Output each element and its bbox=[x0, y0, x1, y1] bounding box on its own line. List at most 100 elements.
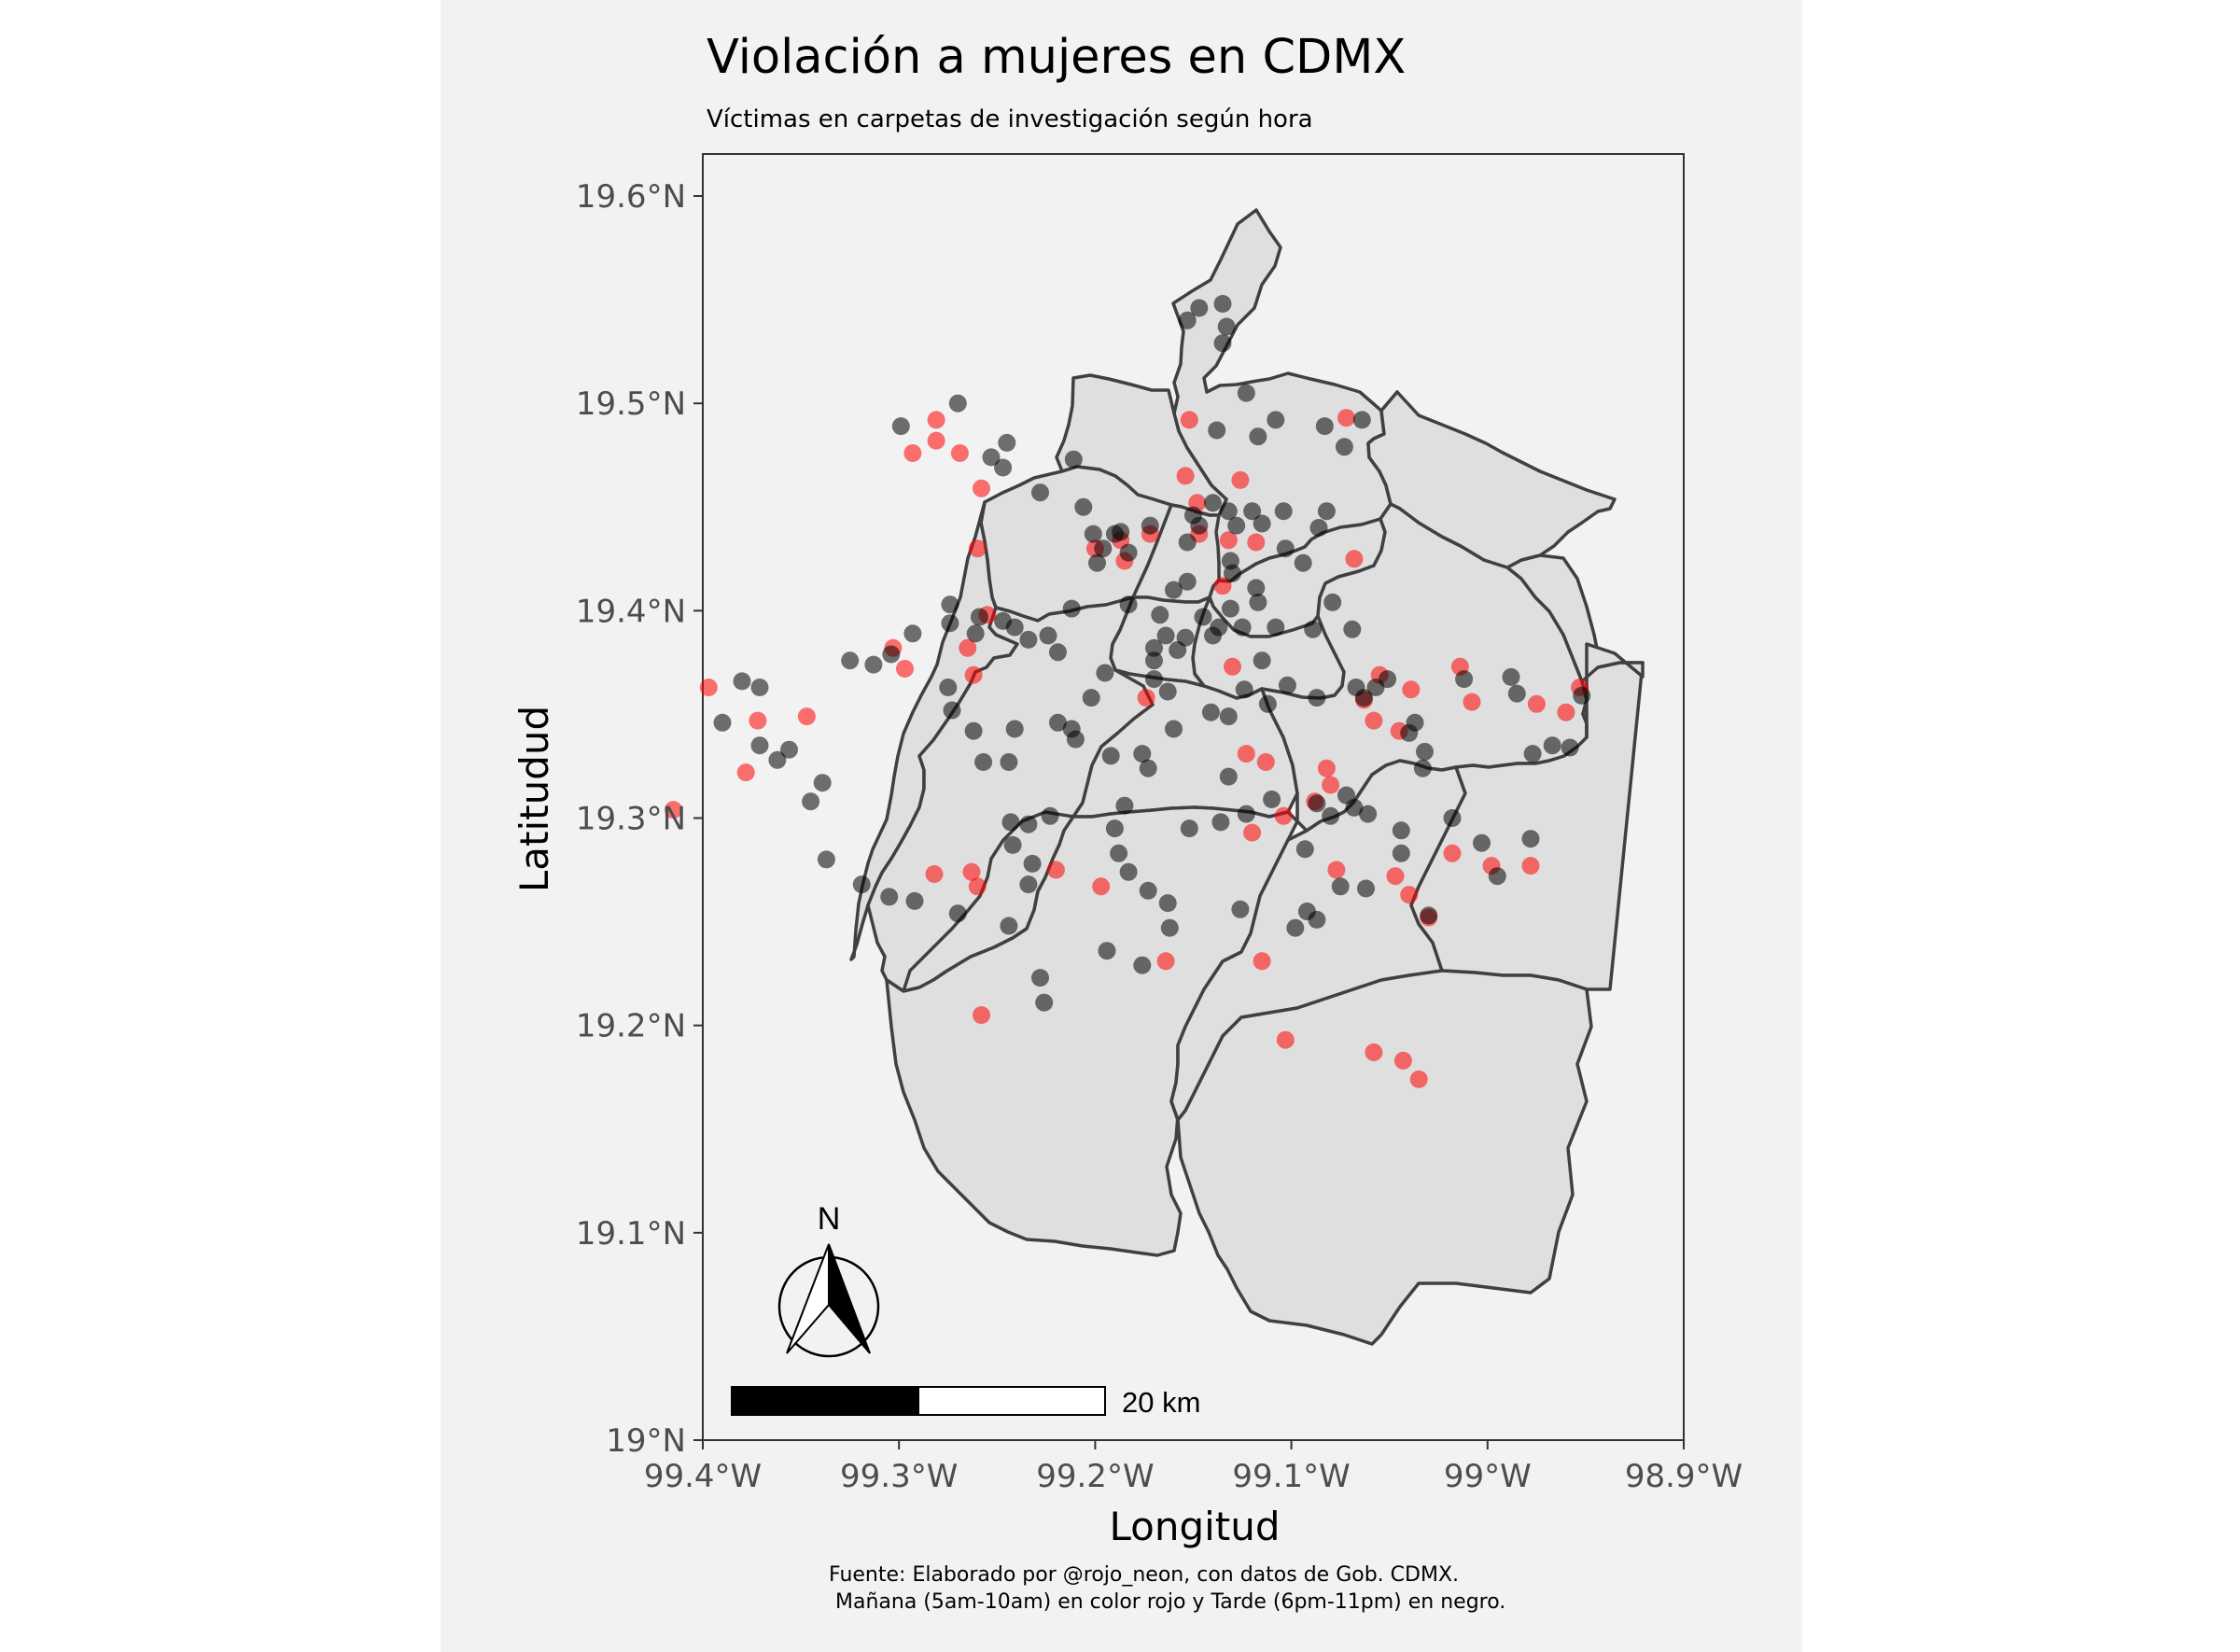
evening-incident-point bbox=[1023, 854, 1042, 873]
y-axis-title: Latitudud bbox=[511, 706, 557, 892]
evening-incident-point bbox=[1169, 641, 1187, 659]
evening-incident-point bbox=[1062, 599, 1081, 618]
evening-incident-point bbox=[1253, 514, 1271, 533]
incident-points bbox=[665, 295, 1591, 1088]
evening-incident-point bbox=[1178, 572, 1197, 591]
evening-incident-point bbox=[802, 792, 820, 811]
evening-incident-point bbox=[733, 672, 751, 691]
evening-incident-point bbox=[1208, 421, 1226, 440]
evening-incident-point bbox=[817, 850, 835, 869]
evening-incident-point bbox=[1443, 809, 1462, 827]
evening-incident-point bbox=[948, 904, 967, 923]
evening-incident-point bbox=[1031, 969, 1049, 987]
morning-incident-point bbox=[1237, 745, 1255, 763]
evening-incident-point bbox=[1139, 759, 1157, 777]
evening-incident-point bbox=[1190, 299, 1209, 317]
evening-incident-point bbox=[750, 736, 769, 755]
evening-incident-point bbox=[1151, 606, 1169, 624]
evening-incident-point bbox=[1096, 664, 1114, 682]
evening-incident-point bbox=[1001, 813, 1020, 832]
morning-incident-point bbox=[736, 763, 755, 782]
evening-incident-point bbox=[939, 679, 958, 696]
y-tick-label: 19.1°N bbox=[576, 1215, 686, 1253]
borough-cdmx-outline-east bbox=[1366, 390, 1617, 569]
morning-incident-point bbox=[1180, 411, 1198, 429]
morning-incident-point bbox=[665, 801, 682, 819]
morning-incident-point bbox=[1400, 886, 1419, 904]
evening-incident-point bbox=[1213, 334, 1232, 353]
morning-incident-point bbox=[1557, 703, 1575, 721]
morning-incident-point bbox=[1253, 952, 1271, 971]
evening-incident-point bbox=[1219, 707, 1238, 726]
borough-milpa-alta bbox=[1176, 969, 1593, 1346]
y-tick-label: 19.3°N bbox=[576, 801, 686, 838]
evening-incident-point bbox=[1227, 516, 1246, 535]
evening-incident-point bbox=[1274, 502, 1293, 521]
evening-incident-point bbox=[1308, 794, 1326, 813]
evening-incident-point bbox=[1119, 862, 1138, 881]
evening-incident-point bbox=[1294, 553, 1312, 572]
evening-incident-point bbox=[966, 624, 985, 643]
evening-incident-point bbox=[1165, 581, 1183, 599]
evening-incident-point bbox=[1133, 745, 1152, 763]
evening-incident-point bbox=[1119, 595, 1138, 614]
y-tick-label: 19.4°N bbox=[576, 593, 686, 630]
evening-incident-point bbox=[891, 417, 910, 436]
evening-incident-point bbox=[1308, 910, 1326, 929]
morning-incident-point bbox=[964, 665, 983, 684]
evening-incident-point bbox=[1354, 689, 1373, 707]
evening-incident-point bbox=[1062, 720, 1081, 738]
evening-incident-point bbox=[1322, 806, 1340, 825]
morning-incident-point bbox=[973, 1006, 990, 1025]
chart-subtitle: Víctimas en carpetas de investigación se… bbox=[707, 105, 1313, 133]
evening-incident-point bbox=[1366, 679, 1385, 696]
morning-incident-point bbox=[1386, 867, 1405, 886]
evening-incident-point bbox=[1488, 867, 1506, 886]
evening-incident-point bbox=[1005, 720, 1024, 738]
borough-iztapalapa-east bbox=[1580, 642, 1645, 739]
evening-incident-point bbox=[941, 614, 959, 633]
chart-title: Violación a mujeres en CDMX bbox=[707, 30, 1406, 85]
morning-incident-point bbox=[925, 865, 944, 883]
evening-incident-point bbox=[1304, 620, 1323, 638]
caption-line-1: Fuente: Elaborado por @rojo_neon, con da… bbox=[829, 1563, 1459, 1587]
evening-incident-point bbox=[1278, 676, 1296, 694]
morning-incident-point bbox=[1274, 806, 1293, 825]
evening-incident-point bbox=[1343, 620, 1362, 638]
evening-incident-point bbox=[1231, 900, 1250, 918]
evening-incident-point bbox=[1286, 918, 1305, 937]
evening-incident-point bbox=[1243, 502, 1262, 521]
morning-incident-point bbox=[1247, 533, 1266, 552]
evening-incident-point bbox=[713, 713, 732, 732]
evening-incident-point bbox=[1221, 599, 1239, 618]
x-tick-label: 98.9°W bbox=[1625, 1458, 1743, 1495]
evening-incident-point bbox=[1031, 483, 1049, 502]
north-arrow-label: N bbox=[818, 1201, 841, 1237]
evening-incident-point bbox=[1119, 543, 1138, 562]
evening-incident-point bbox=[1213, 295, 1232, 313]
evening-incident-point bbox=[882, 645, 901, 664]
evening-incident-point bbox=[948, 394, 967, 413]
morning-incident-point bbox=[797, 707, 816, 726]
evening-incident-point bbox=[1263, 791, 1281, 808]
evening-incident-point bbox=[974, 753, 993, 771]
evening-incident-point bbox=[1145, 651, 1163, 670]
evening-incident-point bbox=[1416, 742, 1434, 761]
evening-incident-point bbox=[1413, 759, 1432, 777]
morning-incident-point bbox=[1276, 1030, 1295, 1049]
evening-incident-point bbox=[1219, 767, 1238, 786]
evening-incident-point bbox=[841, 651, 860, 670]
evening-incident-point bbox=[780, 740, 798, 759]
evening-incident-point bbox=[1502, 667, 1520, 686]
morning-incident-point bbox=[903, 444, 922, 462]
evening-incident-point bbox=[943, 701, 961, 720]
evening-incident-point bbox=[941, 595, 959, 614]
evening-incident-point bbox=[1064, 450, 1083, 469]
evening-incident-point bbox=[1000, 753, 1018, 771]
morning-incident-point bbox=[749, 711, 767, 730]
x-tick-label: 99.1°W bbox=[1232, 1458, 1350, 1495]
x-tick-label: 99.3°W bbox=[840, 1458, 958, 1495]
evening-incident-point bbox=[1141, 516, 1159, 535]
